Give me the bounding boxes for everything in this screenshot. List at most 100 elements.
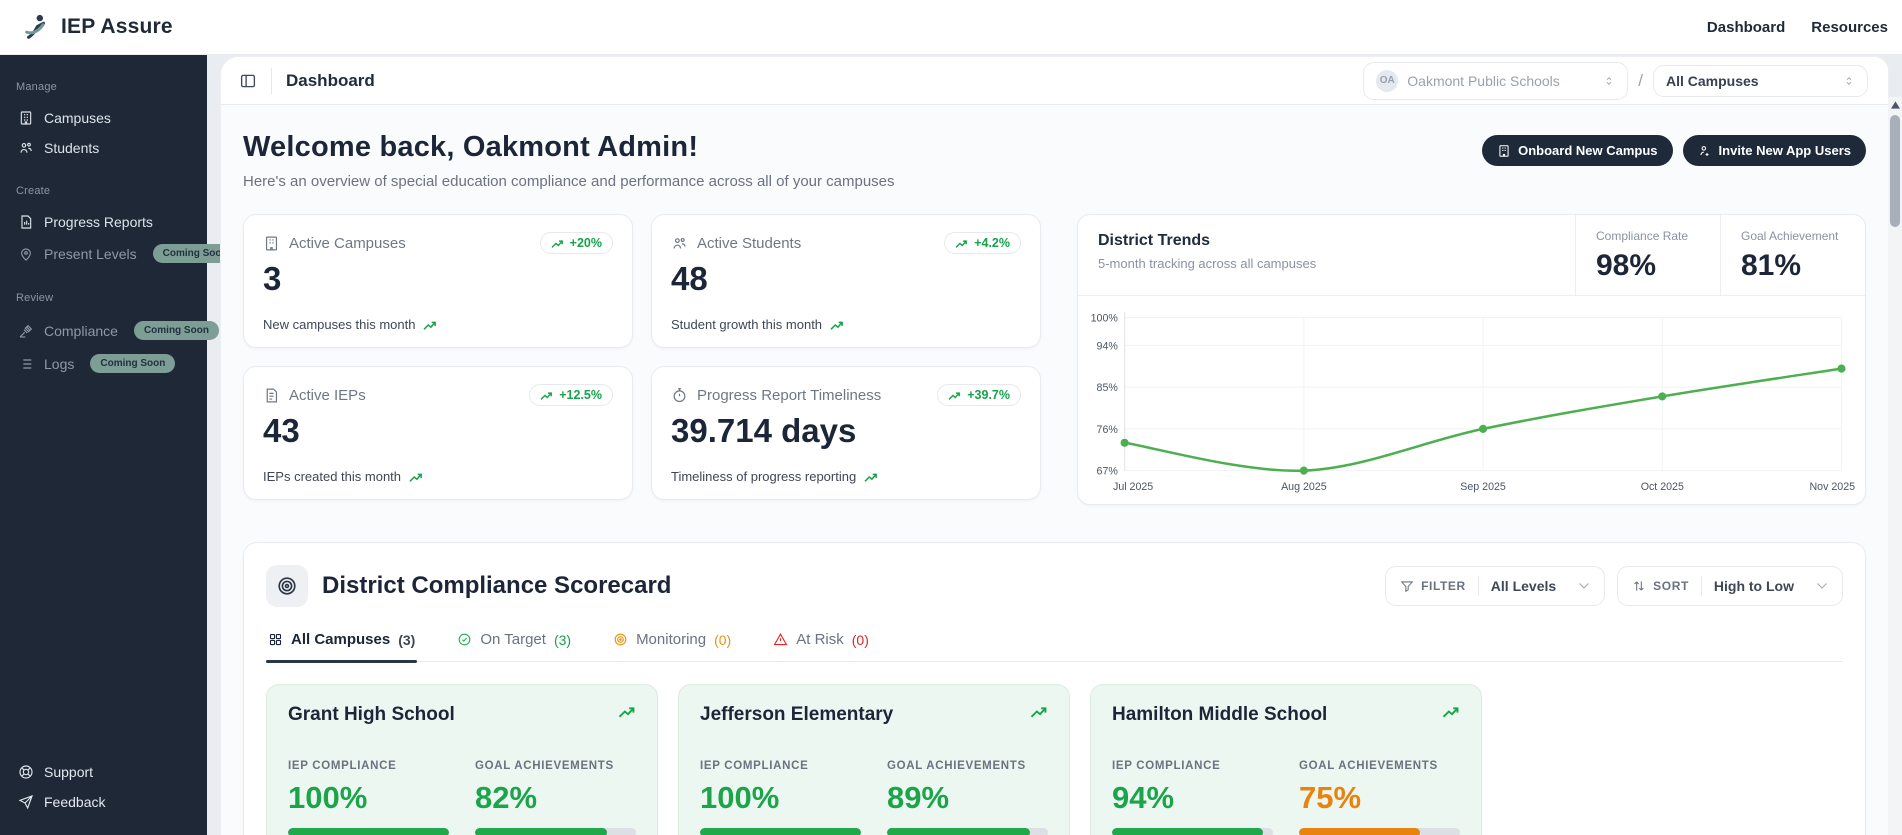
iep-progress-bar [1112, 828, 1273, 835]
iep-compliance-pct: 100% [700, 780, 780, 815]
goal-progress-bar [1299, 828, 1460, 835]
paper-plane-icon [18, 794, 34, 810]
sidebar-item-students[interactable]: Students [14, 133, 197, 163]
sidebar-section-review: Review [16, 292, 54, 304]
grid-icon [268, 632, 283, 647]
metric-label: Goal Achievement [1741, 229, 1839, 243]
trend-up-icon [1030, 704, 1048, 719]
chevron-down-icon [1578, 582, 1590, 590]
stat-card-active-students: Active Students +4.2% 48 Student growth … [651, 214, 1041, 348]
trend-up-icon [540, 390, 553, 401]
sidebar-section-create: Create [16, 185, 51, 197]
sidebar-item-label: Logs [44, 355, 75, 372]
onboard-new-campus-button[interactable]: Onboard New Campus [1482, 135, 1673, 166]
delta-badge: +20% [539, 232, 613, 254]
trend-up-icon [948, 390, 961, 401]
goal-achievements-pct: 89% [887, 780, 950, 815]
goal-achievements-pct: 82% [475, 780, 538, 815]
stat-value: 48 [671, 260, 708, 297]
svg-text:76%: 76% [1097, 424, 1119, 436]
brand: IEP Assure [22, 12, 173, 42]
sidebar-item-feedback[interactable]: Feedback [14, 787, 197, 817]
scroll-up-arrow[interactable] [1888, 97, 1902, 113]
iep-compliance-label: IEP COMPLIANCE [700, 760, 809, 772]
sidebar-item-logs[interactable]: Logs Coming Soon [14, 347, 197, 380]
goal-achievements-label: GOAL ACHIEVEMENTS [475, 760, 614, 772]
svg-text:Nov 2025: Nov 2025 [1810, 481, 1856, 493]
svg-text:85%: 85% [1097, 382, 1119, 394]
campus-name: Hamilton Middle School [1112, 704, 1328, 725]
sidebar-item-support[interactable]: Support [14, 757, 197, 787]
svg-text:Jul 2025: Jul 2025 [1113, 481, 1153, 493]
stat-value: 43 [263, 412, 300, 449]
sidebar-item-label: Students [44, 140, 100, 156]
campus-card-jefferson-elementary: Jefferson Elementary IEP COMPLIANCE 100%… [678, 684, 1070, 835]
timer-icon [671, 387, 688, 404]
trends-line-chart: 100% 94% 85% 76% 67% Jul 2025 Aug 2025 Sep 2025… [1078, 296, 1865, 504]
bullseye-icon [613, 632, 628, 647]
filter-level-select[interactable]: All Levels [1491, 578, 1590, 594]
brand-name: IEP Assure [61, 15, 173, 38]
sidebar-item-progress-reports[interactable]: Progress Reports [14, 207, 197, 237]
sidebar-item-present-levels[interactable]: Present Levels Coming Soon [14, 237, 238, 270]
coming-soon-badge: Coming Soon [90, 354, 176, 373]
svg-text:Sep 2025: Sep 2025 [1460, 481, 1506, 493]
sidebar-item-label: Campuses [44, 110, 111, 126]
tab-on-target[interactable]: On Target (3) [455, 631, 573, 661]
svg-text:94%: 94% [1097, 340, 1119, 352]
trend-up-icon [423, 319, 437, 331]
chevron-updown-icon [1843, 74, 1855, 88]
nav-dashboard[interactable]: Dashboard [1706, 18, 1786, 36]
sidebar-item-campuses[interactable]: Campuses [14, 103, 197, 133]
chevron-updown-icon [1603, 74, 1615, 88]
svg-text:100%: 100% [1091, 312, 1119, 324]
funnel-icon [1400, 579, 1414, 593]
stat-label: Active Campuses [289, 234, 406, 252]
tab-monitoring[interactable]: Monitoring (0) [611, 631, 733, 661]
building-icon [18, 110, 34, 126]
goal-progress-bar [887, 828, 1048, 835]
trend-up-icon [955, 238, 968, 249]
nav-resources[interactable]: Resources [1811, 18, 1888, 36]
check-circle-icon [457, 632, 472, 647]
sidebar-item-label: Present Levels [44, 245, 137, 262]
breadcrumb-separator: / [1638, 70, 1643, 90]
trends-subtitle: 5-month tracking across all campuses [1098, 256, 1317, 271]
compliance-rate-metric: Compliance Rate 98% [1575, 215, 1720, 295]
stat-label: Active Students [697, 234, 802, 252]
stat-card-active-ieps: Active IEPs +12.5% 43 IEPs created this … [243, 366, 633, 500]
tab-at-risk[interactable]: At Risk (0) [771, 631, 871, 661]
sort-order-select[interactable]: High to Low [1714, 578, 1828, 594]
org-select[interactable]: OA Oakmont Public Schools [1363, 61, 1629, 100]
sidebar-toggle-icon[interactable] [239, 72, 257, 90]
campus-card-grant-high-school: Grant High School IEP COMPLIANCE 100% 13… [266, 684, 658, 835]
stat-label: Progress Report Timeliness [697, 386, 882, 404]
pin-icon [18, 246, 34, 262]
campus-select[interactable]: All Campuses [1653, 64, 1868, 97]
metric-label: Compliance Rate [1596, 229, 1689, 243]
goal-progress-bar [475, 828, 636, 835]
stat-footnote: IEPs created this month [263, 469, 402, 484]
iep-compliance-label: IEP COMPLIANCE [288, 760, 397, 772]
tab-all-campuses[interactable]: All Campuses (3) [266, 631, 418, 663]
metric-value: 81% [1741, 249, 1802, 282]
svg-text:67%: 67% [1097, 466, 1119, 478]
district-trends-panel: District Trends 5-month tracking across … [1077, 214, 1866, 505]
report-icon [18, 214, 34, 230]
stat-footnote: Timeliness of progress reporting [671, 469, 857, 484]
scrollbar-thumb[interactable] [1890, 115, 1900, 227]
stat-footnote: New campuses this month [263, 317, 416, 332]
target-icon [266, 565, 308, 607]
iep-compliance-pct: 94% [1112, 780, 1175, 815]
invite-new-app-users-button[interactable]: Invite New App Users [1682, 135, 1866, 166]
trend-up-icon [551, 238, 564, 249]
sidebar: Manage Campuses Students Create Progr [0, 55, 238, 835]
scorecard-tabs: All Campuses (3) On Target (3) Monitorin… [266, 631, 1843, 663]
sort-control: SORT High to Low [1617, 566, 1843, 606]
stat-value: 39.714 days [671, 412, 857, 449]
campus-name: Jefferson Elementary [700, 704, 894, 725]
warning-triangle-icon [773, 632, 788, 647]
metric-value: 98% [1596, 249, 1657, 282]
sidebar-item-label: Progress Reports [44, 214, 153, 230]
sidebar-item-compliance[interactable]: Compliance Coming Soon [14, 314, 219, 347]
